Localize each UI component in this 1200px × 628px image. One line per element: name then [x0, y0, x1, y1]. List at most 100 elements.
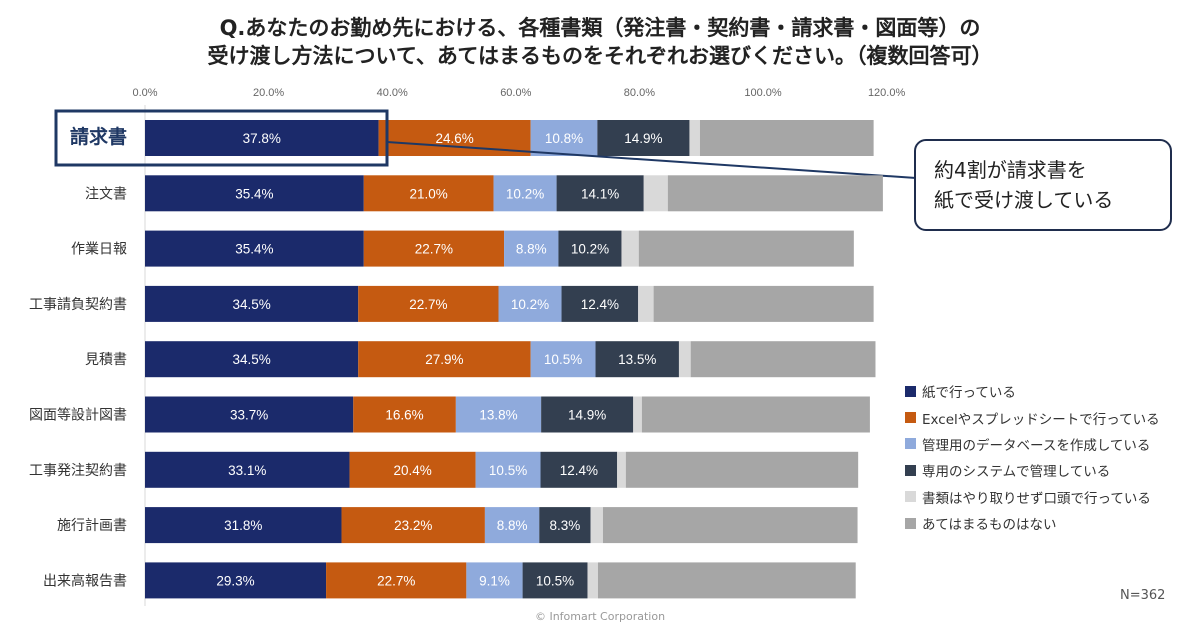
bar-segment: [641, 396, 870, 433]
data-label: 14.9%: [568, 408, 606, 423]
bar-segment: [475, 451, 541, 488]
data-label: 22.7%: [409, 297, 447, 312]
bar-segment: [541, 396, 634, 433]
legend-label: Excelやスプレッドシートで行っている: [922, 411, 1160, 428]
data-label: 24.6%: [435, 131, 473, 146]
data-label: 22.7%: [377, 573, 415, 588]
callout-box: 約4割が請求書を 紙で受け渡している: [914, 139, 1172, 231]
chart-title-line1: Q.あなたのお勤め先における、各種書類（発注書・契約書・請求書・図面等）の: [219, 16, 981, 40]
data-label: 22.7%: [415, 242, 453, 257]
legend-item: 紙で行っている: [905, 378, 1200, 404]
bar-segment: [145, 562, 327, 599]
bar-segment: [358, 285, 499, 322]
category-label: 請求書: [70, 125, 127, 148]
bar-segment: [145, 175, 364, 212]
data-label: 33.7%: [230, 408, 268, 423]
data-label: 10.5%: [544, 352, 582, 367]
legend-label: 書類はやり取りせず口頭で行っている: [922, 490, 1151, 507]
bar-segment: [590, 507, 603, 544]
legend-item: Excelやスプレッドシートで行っている: [905, 404, 1200, 430]
bar-segment: [349, 451, 476, 488]
data-label: 13.8%: [479, 408, 517, 423]
legend-swatch: [905, 464, 916, 476]
bar-segment: [597, 120, 690, 156]
x-tick-label: 120.0%: [868, 87, 906, 99]
bar-segment: [597, 562, 856, 599]
data-label: 37.8%: [243, 131, 281, 146]
bar-segment: [689, 120, 700, 156]
legend-label: あてはまるものはない: [922, 517, 1057, 534]
data-label: 10.2%: [506, 186, 544, 201]
legend-label: 紙で行っている: [922, 385, 1016, 402]
bar-segment: [145, 396, 354, 433]
data-label: 10.8%: [545, 131, 583, 146]
data-label: 14.9%: [624, 131, 662, 146]
bar-segment: [556, 175, 644, 212]
bar-segment: [145, 341, 359, 378]
legend-swatch: [905, 385, 916, 397]
bar-segment: [455, 396, 542, 433]
data-label: 8.3%: [550, 518, 581, 533]
data-label: 8.8%: [516, 242, 547, 257]
data-label: 31.8%: [224, 518, 262, 533]
data-label: 35.4%: [235, 186, 273, 201]
bar-segment: [587, 562, 598, 599]
legend-swatch: [905, 517, 916, 529]
bar-segment: [690, 341, 876, 378]
legend-swatch: [905, 412, 916, 424]
bar-segment: [621, 230, 639, 267]
category-label: 図面等設計図書: [29, 407, 127, 424]
bar-segment: [667, 175, 883, 212]
data-label: 23.2%: [394, 518, 432, 533]
bar-segment: [558, 230, 622, 267]
bar-segment: [363, 175, 494, 212]
callout-text-line2: 紙で受け渡している: [934, 188, 1114, 212]
data-label: 12.4%: [581, 297, 619, 312]
data-label: 10.5%: [489, 463, 527, 478]
bar-segment: [466, 562, 523, 599]
data-label: 9.1%: [479, 573, 510, 588]
legend-item: 専用のシステムで管理している: [905, 457, 1200, 483]
category-label: 工事発注契約書: [29, 463, 127, 479]
bar-segment: [699, 120, 874, 156]
bar-segment: [145, 451, 350, 488]
callout-text-line1: 約4割が請求書を: [934, 158, 1087, 182]
bar-segment: [625, 451, 859, 488]
bar-segment: [145, 507, 342, 544]
data-label: 20.4%: [393, 463, 431, 478]
bar-segment: [678, 341, 691, 378]
legend-item: 書類はやり取りせず口頭で行っている: [905, 484, 1200, 510]
category-label: 作業日報: [71, 242, 127, 258]
data-label: 35.4%: [235, 242, 273, 257]
data-label: 29.3%: [216, 573, 254, 588]
bar-segment: [530, 341, 596, 378]
legend-swatch: [905, 438, 916, 450]
data-label: 27.9%: [425, 352, 463, 367]
data-label: 13.5%: [618, 352, 656, 367]
bar-segment: [493, 175, 557, 212]
data-label: 12.4%: [560, 463, 598, 478]
bar-segment: [498, 285, 562, 322]
data-label: 34.5%: [232, 352, 270, 367]
bar-segment: [145, 230, 364, 267]
x-tick-label: 20.0%: [253, 87, 284, 99]
bar-segment: [363, 230, 505, 267]
data-label: 10.5%: [536, 573, 574, 588]
bar-segment: [353, 396, 456, 433]
data-label: 10.2%: [571, 242, 609, 257]
bar-segment: [145, 120, 379, 156]
x-tick-label: 40.0%: [377, 87, 408, 99]
bar-segment: [617, 451, 626, 488]
category-label: 注文書: [85, 186, 127, 202]
legend-label: 管理用のデータベースを作成している: [922, 437, 1151, 454]
bar-segment: [643, 175, 668, 212]
bar-segment: [145, 285, 359, 322]
copyright: © Infomart Corporation: [534, 610, 666, 623]
legend-swatch: [905, 491, 916, 503]
bar-segment: [326, 562, 467, 599]
bar-segment: [595, 341, 679, 378]
legend-item: あてはまるものはない: [905, 510, 1200, 536]
sample-size-label: N=362: [1120, 588, 1166, 603]
bar-segment: [484, 507, 540, 544]
